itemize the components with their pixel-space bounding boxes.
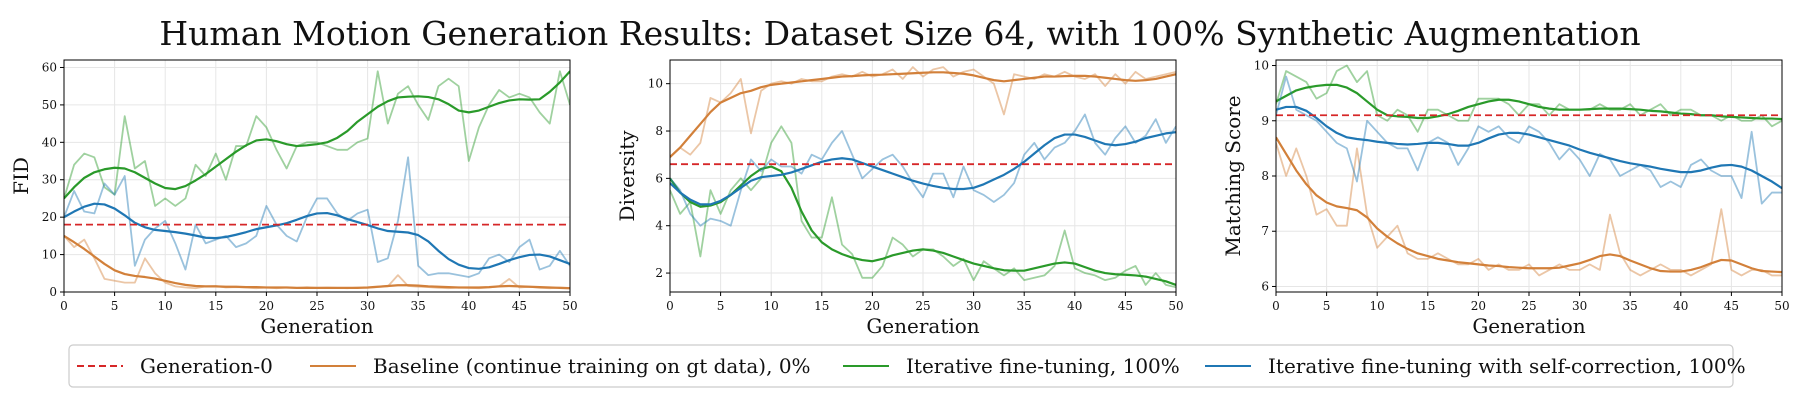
y-axis-label: Diversity <box>615 130 639 222</box>
chart-panel-1: 0 5 10 15 20 25 30 35 40 45 50 0 10 20 30 40 50 60 Generat… <box>9 59 578 338</box>
y-tick-label: 4 <box>655 219 663 233</box>
x-tick-label: 15 <box>1420 299 1435 313</box>
x-tick-label: 30 <box>360 299 375 313</box>
x-tick-label: 45 <box>1118 299 1133 313</box>
chart-panel-2: 0 5 10 15 20 25 30 35 40 45 50 2 4 6 8 10 Generation Dive… <box>615 59 1184 338</box>
x-tick-label: 45 <box>1724 299 1739 313</box>
series-line-selfcorrection-smoothed <box>670 131 1176 206</box>
x-tick-label: 0 <box>666 299 674 313</box>
x-tick-label: 40 <box>461 299 476 313</box>
series-group <box>670 66 1176 289</box>
x-tick-label: 30 <box>1572 299 1587 313</box>
series-line-selfcorrection-smoothed <box>1276 105 1782 190</box>
x-tick-label: 5 <box>717 299 725 313</box>
x-axis-label: Generation <box>866 314 979 338</box>
x-tick-label: 50 <box>1774 299 1789 313</box>
x-tick-label: 35 <box>411 299 426 313</box>
x-tick-label: 0 <box>60 299 68 313</box>
legend-label-selfcorrection: Iterative fine-tuning with self-correcti… <box>1268 354 1746 378</box>
y-tick-label: 6 <box>1261 279 1269 293</box>
y-tick-label: 30 <box>42 173 57 187</box>
y-tick-label: 10 <box>1254 59 1269 73</box>
x-tick-label: 10 <box>1370 299 1385 313</box>
series-line-selfcorrection-raw <box>64 156 570 278</box>
x-tick-label: 30 <box>966 299 981 313</box>
y-tick-label: 9 <box>1261 114 1269 128</box>
x-tick-label: 25 <box>915 299 930 313</box>
legend: Generation-0 Baseline (continue training… <box>68 344 1746 388</box>
series-line-baseline-smoothed <box>670 71 1176 158</box>
x-axis-label: Generation <box>260 314 373 338</box>
series-line-selfcorrection-smoothed <box>64 202 570 270</box>
y-tick-label: 10 <box>42 248 57 262</box>
x-tick-label: 20 <box>865 299 880 313</box>
y-tick-label: 40 <box>42 135 57 149</box>
y-tick-label: 20 <box>42 210 57 224</box>
x-tick-label: 25 <box>309 299 324 313</box>
x-tick-label: 20 <box>259 299 274 313</box>
x-tick-label: 50 <box>562 299 577 313</box>
y-tick-label: 7 <box>1261 224 1269 238</box>
series-line-iterative-smoothed <box>64 70 570 200</box>
legend-frame <box>68 344 1734 388</box>
figure-title: Human Motion Generation Results: Dataset… <box>159 14 1640 53</box>
y-tick-label: 8 <box>655 124 663 138</box>
y-tick-label: 2 <box>655 266 663 280</box>
series-group <box>64 70 570 290</box>
y-tick-label: 60 <box>42 60 57 74</box>
series-line-iterative-raw <box>64 70 570 207</box>
x-axis-label: Generation <box>1472 314 1585 338</box>
y-tick-label: 8 <box>1261 169 1269 183</box>
legend-label-iterative: Iterative fine-tuning, 100% <box>906 354 1180 378</box>
x-tick-label: 10 <box>764 299 779 313</box>
chart-panels: 0 5 10 15 20 25 30 35 40 45 500102030405060Generat… <box>9 59 1790 338</box>
x-tick-label: 0 <box>1272 299 1280 313</box>
x-tick-label: 20 <box>1471 299 1486 313</box>
series-line-baseline-smoothed <box>64 234 570 290</box>
chart-panel-3: 0 5 10 15 20 25 30 35 40 45 50 6 7 8 9 10 Generation Matc… <box>1221 59 1790 338</box>
x-tick-label: 35 <box>1623 299 1638 313</box>
y-tick-label: 6 <box>655 171 663 185</box>
series-line-baseline-smoothed <box>1276 136 1782 274</box>
x-tick-label: 15 <box>814 299 829 313</box>
legend-label-baseline: Baseline (continue training on gt data),… <box>373 354 811 378</box>
y-tick-label: 0 <box>49 285 57 299</box>
x-tick-label: 50 <box>1168 299 1183 313</box>
series-line-selfcorrection-raw <box>670 113 1176 227</box>
x-tick-label: 10 <box>158 299 173 313</box>
x-tick-label: 5 <box>111 299 119 313</box>
series-group <box>1276 64 1782 277</box>
x-tick-label: 40 <box>1067 299 1082 313</box>
y-axis-label: FID <box>9 157 33 195</box>
series-line-selfcorrection-raw <box>1276 75 1782 205</box>
y-axis-label: Matching Score <box>1221 95 1245 256</box>
legend-label-generation0: Generation-0 <box>140 354 273 378</box>
x-tick-label: 45 <box>512 299 527 313</box>
series-line-iterative-smoothed <box>670 165 1176 286</box>
series-line-baseline-raw <box>1276 142 1782 277</box>
x-tick-label: 40 <box>1673 299 1688 313</box>
x-tick-label: 25 <box>1521 299 1536 313</box>
y-tick-label: 50 <box>42 98 57 112</box>
x-tick-label: 15 <box>208 299 223 313</box>
y-tick-label: 10 <box>648 77 663 91</box>
x-tick-label: 5 <box>1323 299 1331 313</box>
x-tick-label: 35 <box>1017 299 1032 313</box>
